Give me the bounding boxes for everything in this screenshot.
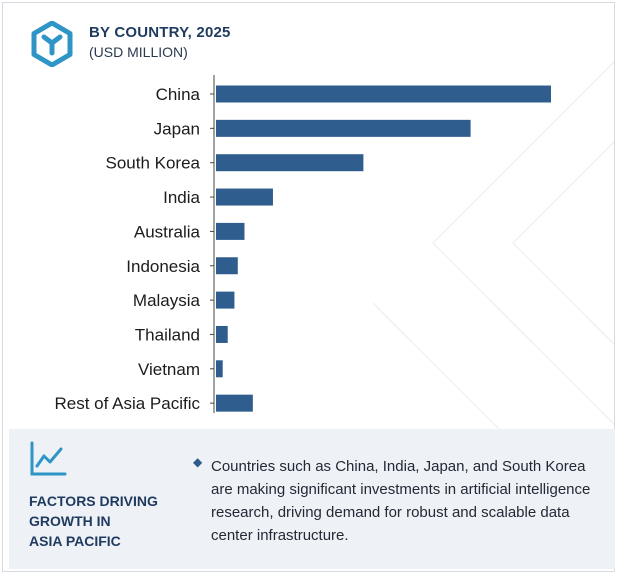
trend-line-icon (30, 441, 67, 476)
bar-chart: China Japan South Korea India Australia Indon… (54, 75, 551, 413)
category-label: India (163, 188, 200, 207)
category-label: Malaysia (133, 291, 201, 310)
factors-text: Countries such as China, India, Japan, a… (211, 458, 591, 544)
category-label: Japan (154, 119, 200, 138)
bar-south-korea (216, 154, 364, 172)
category-label: China (156, 85, 201, 104)
chart-subtitle: (USD MILLION) (89, 44, 188, 60)
bar-rest-of-asia-pacific (216, 394, 253, 412)
bar-thailand (216, 325, 228, 343)
category-label: Vietnam (138, 360, 200, 379)
background-pattern (372, 61, 614, 434)
bar-australia (216, 222, 245, 240)
bar-china (216, 85, 551, 103)
bar-japan (216, 119, 471, 137)
factors-panel: FACTORS DRIVING GROWTH IN ASIA PACIFIC ◆… (9, 429, 615, 569)
category-label: Indonesia (126, 257, 200, 276)
bar-indonesia (216, 257, 238, 275)
bar-india (216, 188, 273, 206)
hexagon-y-logo-icon (31, 21, 73, 67)
category-label: Rest of Asia Pacific (54, 394, 200, 413)
chart-title: BY COUNTRY, 2025 (89, 24, 231, 41)
factors-title: FACTORS DRIVING GROWTH IN ASIA PACIFIC (29, 493, 158, 549)
bar-vietnam (216, 360, 223, 378)
category-label: Thailand (135, 325, 200, 344)
bar-malaysia (216, 291, 235, 309)
category-label: Australia (134, 222, 201, 241)
diamond-bullet-icon: ◆ (193, 455, 203, 469)
category-label: South Korea (105, 154, 200, 173)
